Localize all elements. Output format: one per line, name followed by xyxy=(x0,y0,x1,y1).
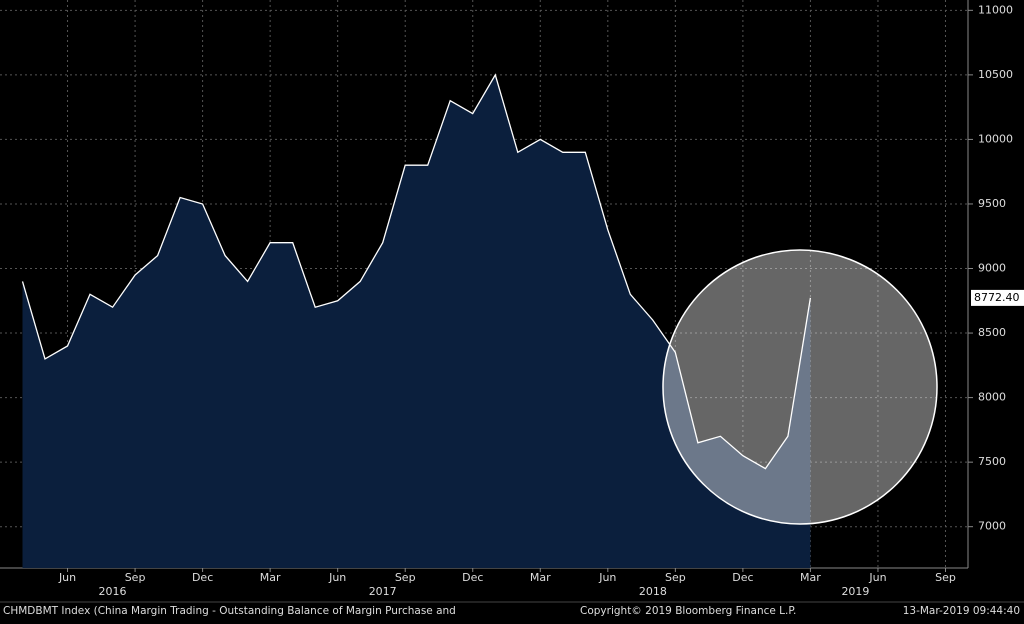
x-tick-label: Sep xyxy=(125,571,146,584)
year-label: 2016 xyxy=(99,585,127,598)
footer-timestamp: 13-Mar-2019 09:44:40 xyxy=(903,605,1020,617)
year-label: 2018 xyxy=(639,585,667,598)
year-label: 2017 xyxy=(369,585,397,598)
x-tick-label: Sep xyxy=(935,571,956,584)
last-value-label: 8772.40 xyxy=(974,291,1020,304)
x-tick-label: Jun xyxy=(58,571,76,584)
line xyxy=(21,73,812,470)
x-tick-label: Sep xyxy=(665,571,686,584)
x-tick-label: Sep xyxy=(395,571,416,584)
year-label: 2019 xyxy=(841,585,869,598)
y-tick-label: 8000 xyxy=(978,391,1006,404)
x-tick-label: Dec xyxy=(462,571,483,584)
x-tick-label: Dec xyxy=(192,571,213,584)
highlight-circle xyxy=(662,249,938,525)
y-tick-label: 10000 xyxy=(978,132,1013,145)
y-tick-label: 8500 xyxy=(978,326,1006,339)
y-tick-label: 9500 xyxy=(978,197,1006,210)
area xyxy=(22,74,811,569)
y-tick-label: 11000 xyxy=(978,3,1013,16)
x-tick-label: Jun xyxy=(328,571,346,584)
x-tick-label: Mar xyxy=(260,571,281,584)
x-tick-label: Mar xyxy=(530,571,551,584)
plot xyxy=(21,73,812,569)
last-value-tag xyxy=(971,289,1024,306)
y-tick-label: 10500 xyxy=(978,68,1013,81)
x-tick-label: Mar xyxy=(800,571,821,584)
x-tick-label: Dec xyxy=(732,571,753,584)
y-tick-label: 7000 xyxy=(978,520,1006,533)
y-tick-label: 7500 xyxy=(978,455,1006,468)
footer-copyright: Copyright© 2019 Bloomberg Finance L.P. xyxy=(580,605,796,617)
labels: 7000 7500 8000 8500 9000 9500 10000 10500 11000 J… xyxy=(58,3,1024,598)
footer-series-name: CHMDBMT Index (China Margin Trading - Ou… xyxy=(3,605,456,617)
x-tick-label: Jun xyxy=(868,571,886,584)
y-tick-label: 9000 xyxy=(978,262,1006,275)
x-tick-label: Jun xyxy=(598,571,616,584)
